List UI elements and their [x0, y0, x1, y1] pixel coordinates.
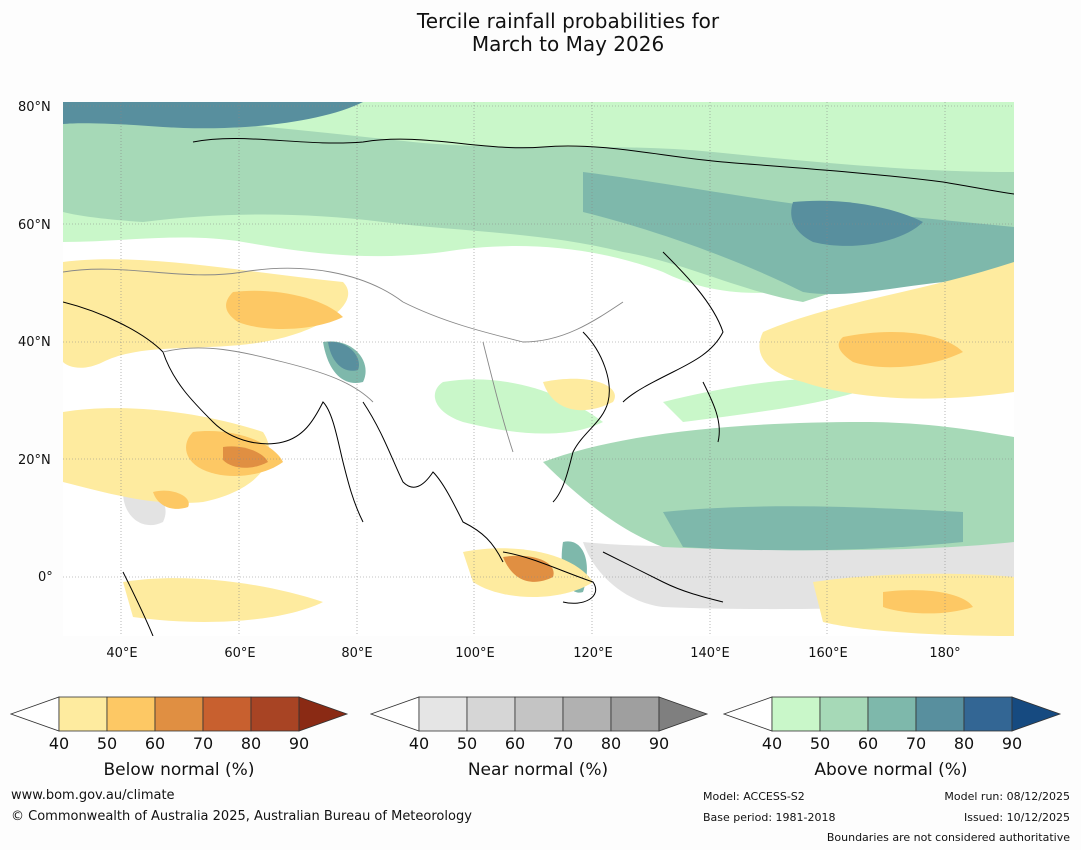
base-period: Base period: 1981-2018 [703, 811, 836, 824]
near-colorbar-segment-0 [369, 696, 420, 732]
above-normal-region [63, 102, 363, 129]
rainfall-probability-map [63, 102, 1014, 636]
above-colorbar-segment-1 [771, 696, 821, 732]
below-normal-region [123, 578, 323, 622]
colorbar-near-normal: 40 50 60 70 80 90 [369, 696, 710, 756]
lat-label-80n: 80°N [18, 100, 51, 115]
lat-label-20n: 20°N [18, 453, 51, 468]
below-normal-region [543, 378, 615, 411]
tick-above-90: 90 [1001, 734, 1023, 753]
below-normal-region [223, 446, 268, 468]
near-colorbar-segment-3 [514, 696, 564, 732]
below-normal-region [883, 590, 973, 614]
colorbar-near-label: Near normal (%) [467, 760, 609, 780]
lon-label-180: 180° [929, 646, 961, 661]
chart-title: Tercile rainfall probabilities for March… [0, 10, 1081, 56]
tick-below-60: 60 [144, 734, 166, 753]
above-colorbar-segment-3 [867, 696, 917, 732]
tick-below-90: 90 [288, 734, 310, 753]
lat-label-60n: 60°N [18, 218, 51, 233]
model-run-date: Model run: 08/12/2025 [944, 790, 1070, 803]
near-colorbar-segment-2 [466, 696, 516, 732]
lat-label-0: 0° [38, 570, 53, 585]
map-svg [63, 102, 1014, 636]
below-normal-region [838, 332, 963, 368]
near-colorbar-segment-5 [610, 696, 660, 732]
below-normal-region [153, 490, 189, 509]
above-normal-region [791, 200, 923, 246]
colorbar-above-svg [722, 696, 1062, 732]
below-colorbar-segment-0 [9, 696, 60, 732]
tick-near-40: 40 [408, 734, 430, 753]
copyright-text: © Commonwealth of Australia 2025, Austra… [11, 809, 472, 824]
tick-above-40: 40 [761, 734, 783, 753]
below-colorbar-segment-4 [202, 696, 252, 732]
coastlines [63, 138, 1014, 636]
above-colorbar-segment-4 [915, 696, 965, 732]
above-colorbar-segment-2 [819, 696, 869, 732]
tick-near-60: 60 [504, 734, 526, 753]
tick-near-80: 80 [600, 734, 622, 753]
below-colorbar-segment-5 [250, 696, 300, 732]
issued-date: Issued: 10/12/2025 [963, 811, 1070, 824]
above-colorbar-segment-6 [1011, 696, 1062, 732]
tick-near-50: 50 [456, 734, 478, 753]
colorbar-below-svg [9, 696, 349, 732]
tick-above-70: 70 [905, 734, 927, 753]
above-normal-region [583, 172, 1014, 295]
above-colorbar-segment-0 [722, 696, 773, 732]
colorbar-above-label: Above normal (%) [814, 760, 968, 780]
below-colorbar-segment-2 [106, 696, 156, 732]
above-normal-region [663, 378, 883, 422]
colorbar-below-label: Below normal (%) [103, 760, 255, 780]
lon-label-60e: 60°E [224, 646, 256, 661]
above-colorbar-segment-5 [963, 696, 1013, 732]
below-colorbar-segment-3 [154, 696, 204, 732]
tick-below-40: 40 [48, 734, 70, 753]
country-boundaries [63, 267, 624, 453]
colorbar-above-normal: 40 50 60 70 80 90 [722, 696, 1063, 756]
tick-below-70: 70 [192, 734, 214, 753]
colorbar-below-normal: 40 50 60 70 80 90 [9, 696, 350, 756]
website-link[interactable]: www.bom.gov.au/climate [11, 788, 175, 803]
lon-label-160e: 160°E [808, 646, 848, 661]
tick-above-50: 50 [809, 734, 831, 753]
tick-near-70: 70 [552, 734, 574, 753]
map-gridlines [63, 102, 1014, 636]
above-normal-region [663, 506, 963, 551]
tick-above-60: 60 [857, 734, 879, 753]
tick-above-80: 80 [953, 734, 975, 753]
colorbar-near-svg [369, 696, 709, 732]
lon-label-80e: 80°E [341, 646, 373, 661]
above-normal-region [328, 341, 359, 371]
near-colorbar-segment-6 [658, 696, 709, 732]
lon-label-140e: 140°E [690, 646, 730, 661]
near-colorbar-segment-1 [418, 696, 468, 732]
below-normal-region [226, 290, 343, 329]
near-colorbar-segment-4 [562, 696, 612, 732]
tick-below-80: 80 [240, 734, 262, 753]
title-line-2: March to May 2026 [471, 32, 665, 56]
lon-label-100e: 100°E [455, 646, 495, 661]
title-line-1: Tercile rainfall probabilities for [416, 9, 720, 33]
lon-label-120e: 120°E [573, 646, 613, 661]
tick-below-50: 50 [96, 734, 118, 753]
boundaries-disclaimer: Boundaries are not considered authoritat… [826, 831, 1070, 844]
lat-label-40n: 40°N [18, 335, 51, 350]
lon-label-40e: 40°E [106, 646, 138, 661]
below-colorbar-segment-6 [298, 696, 349, 732]
above-normal-region [434, 379, 603, 434]
below-normal-region [63, 259, 349, 368]
model-name: Model: ACCESS-S2 [703, 790, 805, 803]
tick-near-90: 90 [648, 734, 670, 753]
below-normal-region [759, 262, 1014, 399]
below-colorbar-segment-1 [58, 696, 108, 732]
